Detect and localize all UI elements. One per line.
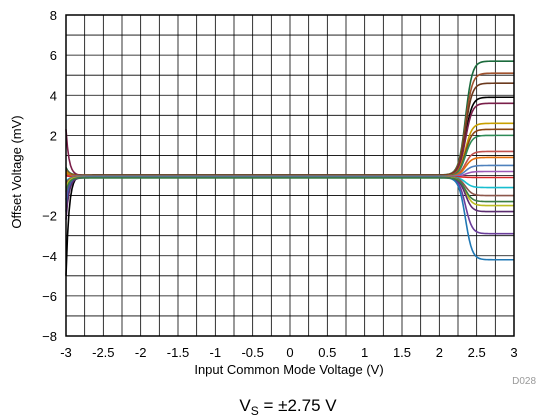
condition-value: = ±2.75 V [259, 396, 338, 415]
y-tick-label: −6 [42, 289, 57, 304]
y-tick-label: 2 [50, 128, 57, 143]
condition-subscript: S [251, 404, 259, 418]
x-tick-label: -1 [210, 345, 222, 360]
y-tick-label: 8 [50, 8, 57, 23]
x-tick-label: -3 [60, 345, 72, 360]
y-tick-label: 6 [50, 48, 57, 63]
chart-series-group [65, 60, 514, 276]
x-tick-labels: -3 -2.5 -2 -1.5 -1 -0.5 0 0.5 1 1.5 2 2.5 3 [60, 345, 517, 360]
condition-symbol: V [239, 396, 251, 415]
x-tick-label: 0.5 [318, 345, 336, 360]
y-tick-label: −2 [42, 209, 57, 224]
y-tick-label: 4 [50, 88, 57, 103]
x-tick-label: 3 [510, 345, 517, 360]
x-tick-label: -2 [135, 345, 147, 360]
x-tick-label: -0.5 [241, 345, 263, 360]
y-tick-label: −4 [42, 249, 57, 264]
x-tick-label: 2.5 [468, 345, 486, 360]
figure-id: D028 [512, 376, 536, 387]
y-axis-label: Offset Voltage (mV) [9, 115, 24, 228]
x-axis-label: Input Common Mode Voltage (V) [194, 362, 383, 377]
x-tick-label: 1.5 [393, 345, 411, 360]
plot-frame [65, 14, 515, 337]
x-tick-label: 1 [361, 345, 368, 360]
x-tick-label: -1.5 [167, 345, 189, 360]
y-tick-label: −8 [42, 329, 57, 344]
x-tick-label: 2 [436, 345, 443, 360]
x-tick-label: 0 [286, 345, 293, 360]
x-tick-label: -2.5 [92, 345, 114, 360]
series-line [65, 177, 514, 203]
supply-condition: VS = ±2.75 V [239, 396, 337, 418]
y-tick-labels: −8 −6 −4 −2 2 4 6 8 [42, 8, 57, 344]
